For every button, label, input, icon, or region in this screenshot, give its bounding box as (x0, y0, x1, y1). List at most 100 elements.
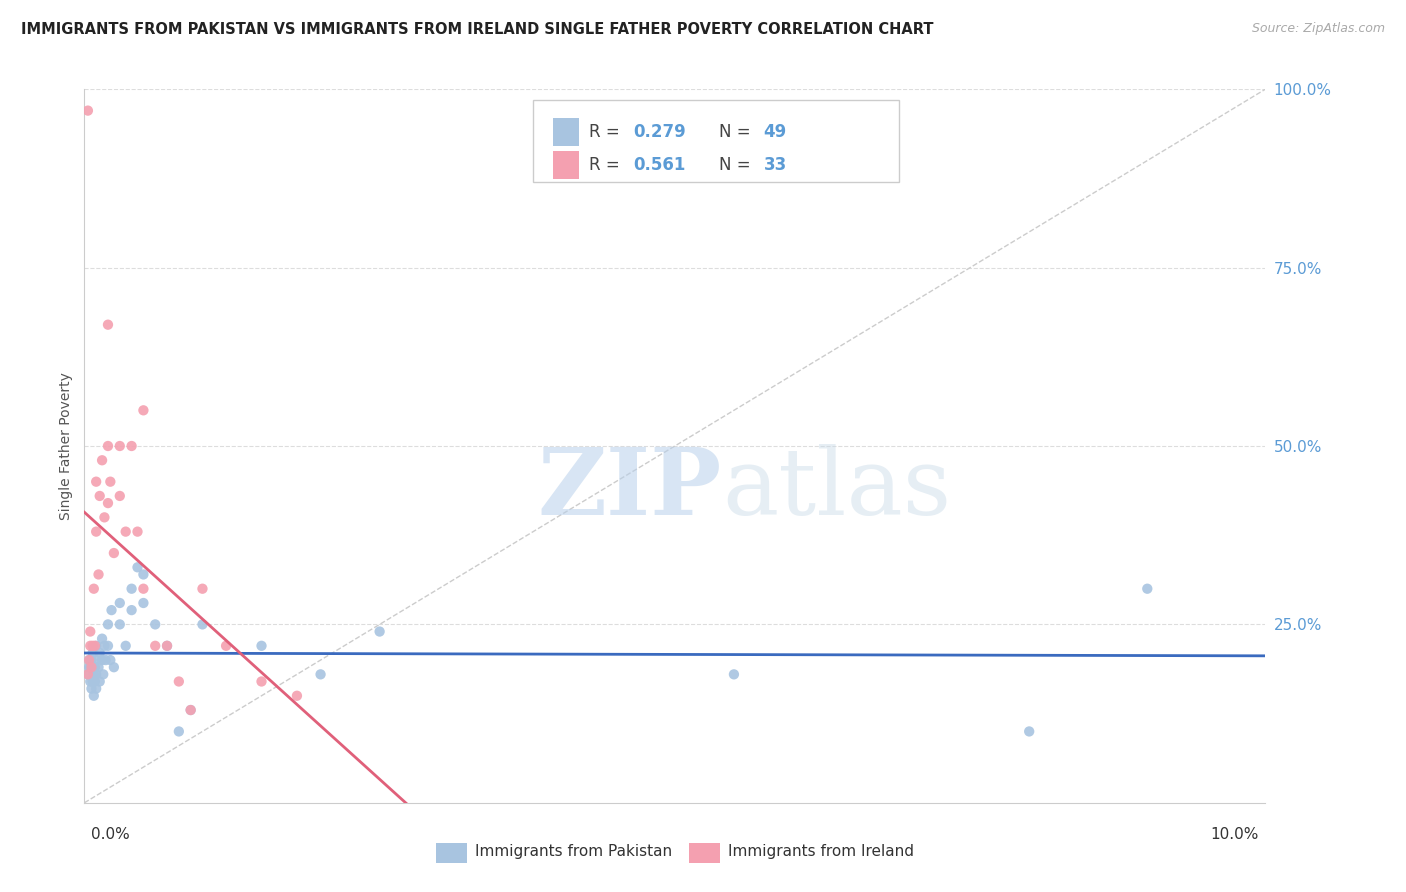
Point (100, 603, 122, 617)
Point (83, 689, 105, 703)
Point (250, 639, 273, 653)
Text: atlas: atlas (723, 444, 952, 533)
Point (103, 546, 125, 560)
Point (84, 475, 107, 489)
Point (132, 567, 155, 582)
Point (77, 667, 100, 681)
Point (156, 639, 179, 653)
Point (127, 524, 149, 539)
Point (1136, 582, 1159, 596)
Point (167, 674, 190, 689)
Point (114, 639, 136, 653)
Text: IMMIGRANTS FROM PAKISTAN VS IMMIGRANTS FROM IRELAND SINGLE FATHER POVERTY CORREL: IMMIGRANTS FROM PAKISTAN VS IMMIGRANTS F… (21, 22, 934, 37)
Point (1018, 724, 1040, 739)
Point (77, 653, 100, 667)
Text: Immigrants from Ireland: Immigrants from Ireland (728, 845, 914, 859)
Text: 0.279: 0.279 (634, 123, 686, 141)
Point (132, 582, 155, 596)
Point (80, 653, 103, 667)
Point (89, 489, 111, 503)
Text: N =: N = (718, 156, 755, 174)
Text: 33: 33 (763, 156, 787, 174)
Point (215, 639, 238, 653)
Text: ZIP: ZIP (538, 444, 723, 533)
Point (77, 667, 100, 681)
Point (127, 560, 149, 574)
Point (84, 674, 107, 689)
Bar (553, 151, 579, 179)
Point (84, 524, 107, 539)
Point (79, 660, 101, 674)
Bar (553, 118, 579, 146)
Text: R =: R = (589, 123, 624, 141)
Point (93, 510, 115, 524)
Point (89, 674, 111, 689)
Point (368, 624, 391, 639)
Point (97, 639, 120, 653)
Point (83, 582, 105, 596)
Point (91, 632, 114, 646)
Point (87, 660, 110, 674)
Point (97, 439, 120, 453)
Point (121, 603, 143, 617)
Point (82, 639, 104, 653)
Point (77, 103, 100, 118)
Text: 0.561: 0.561 (634, 156, 686, 174)
Point (98, 475, 121, 489)
Point (121, 582, 143, 596)
Text: 49: 49 (763, 123, 787, 141)
Point (84, 639, 107, 653)
Point (79, 639, 101, 653)
Point (108, 489, 131, 503)
Point (80, 681, 103, 696)
Point (309, 667, 332, 681)
Point (167, 724, 190, 739)
Point (180, 703, 202, 717)
Point (91, 667, 114, 681)
Point (103, 660, 125, 674)
Point (79, 674, 101, 689)
Point (156, 639, 179, 653)
Point (83, 667, 105, 681)
Point (132, 403, 155, 417)
Point (93, 639, 115, 653)
Point (87, 567, 110, 582)
Text: Immigrants from Pakistan: Immigrants from Pakistan (475, 845, 672, 859)
Point (77, 660, 100, 674)
FancyBboxPatch shape (533, 100, 900, 182)
Point (143, 617, 166, 632)
Text: 0.0%: 0.0% (91, 827, 131, 841)
Text: Source: ZipAtlas.com: Source: ZipAtlas.com (1251, 22, 1385, 36)
Point (723, 667, 745, 681)
Point (84, 667, 107, 681)
Point (82, 674, 104, 689)
Point (97, 617, 120, 632)
Text: R =: R = (589, 156, 624, 174)
Point (94, 653, 117, 667)
Point (108, 439, 131, 453)
Text: 10.0%: 10.0% (1211, 827, 1258, 841)
Point (98, 653, 121, 667)
Point (143, 639, 166, 653)
Point (97, 496, 120, 510)
Point (285, 689, 308, 703)
Point (108, 596, 131, 610)
Text: N =: N = (718, 123, 755, 141)
Point (84, 660, 107, 674)
Point (84, 681, 107, 696)
Point (97, 318, 120, 332)
Point (121, 439, 143, 453)
Point (91, 453, 114, 467)
Point (77, 653, 100, 667)
Point (114, 524, 136, 539)
Point (191, 582, 214, 596)
Point (250, 674, 273, 689)
Point (89, 646, 111, 660)
Point (82, 646, 104, 660)
Point (108, 617, 131, 632)
Point (84, 653, 107, 667)
Point (84, 639, 107, 653)
Point (91, 653, 114, 667)
Point (191, 617, 214, 632)
Point (180, 703, 202, 717)
